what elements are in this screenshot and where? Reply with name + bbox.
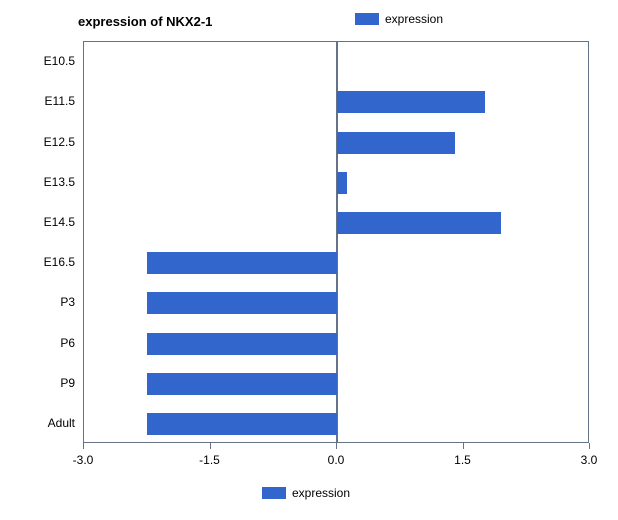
bar xyxy=(147,373,337,395)
x-axis-label: -1.5 xyxy=(199,453,220,467)
legend-bottom: expression xyxy=(262,486,350,500)
y-axis-label: E13.5 xyxy=(15,175,75,189)
x-axis-label: 1.5 xyxy=(454,453,471,467)
legend-swatch-icon xyxy=(355,13,379,25)
x-axis-label: 3.0 xyxy=(581,453,598,467)
x-tick xyxy=(83,443,84,449)
x-axis-label: -3.0 xyxy=(73,453,94,467)
bar xyxy=(147,252,337,274)
bar xyxy=(337,132,455,154)
chart-title: expression of NKX2-1 xyxy=(78,14,212,29)
y-axis-label: P9 xyxy=(15,376,75,390)
legend-bottom-label: expression xyxy=(292,486,350,500)
chart-root: expression of NKX2-1 expression E10.5 E11… xyxy=(0,0,618,520)
y-axis-label: P3 xyxy=(15,295,75,309)
y-axis-label: E11.5 xyxy=(15,94,75,108)
x-tick xyxy=(463,443,464,449)
legend-swatch-icon xyxy=(262,487,286,499)
y-axis-label: E16.5 xyxy=(15,255,75,269)
legend-label: expression xyxy=(385,12,443,26)
y-axis-label: E12.5 xyxy=(15,135,75,149)
y-axis-label: E10.5 xyxy=(15,54,75,68)
legend-top: expression xyxy=(355,12,443,26)
bar xyxy=(337,91,485,113)
x-tick xyxy=(589,443,590,449)
bar xyxy=(337,172,347,194)
x-tick xyxy=(210,443,211,449)
bar xyxy=(147,333,337,355)
y-axis-label: P6 xyxy=(15,336,75,350)
x-tick xyxy=(336,443,337,449)
y-axis-label: Adult xyxy=(15,416,75,430)
y-axis-label: E14.5 xyxy=(15,215,75,229)
bar xyxy=(147,413,337,435)
plot-area xyxy=(83,41,589,443)
bar xyxy=(147,292,337,314)
bar xyxy=(337,212,501,234)
x-axis-label: 0.0 xyxy=(328,453,345,467)
